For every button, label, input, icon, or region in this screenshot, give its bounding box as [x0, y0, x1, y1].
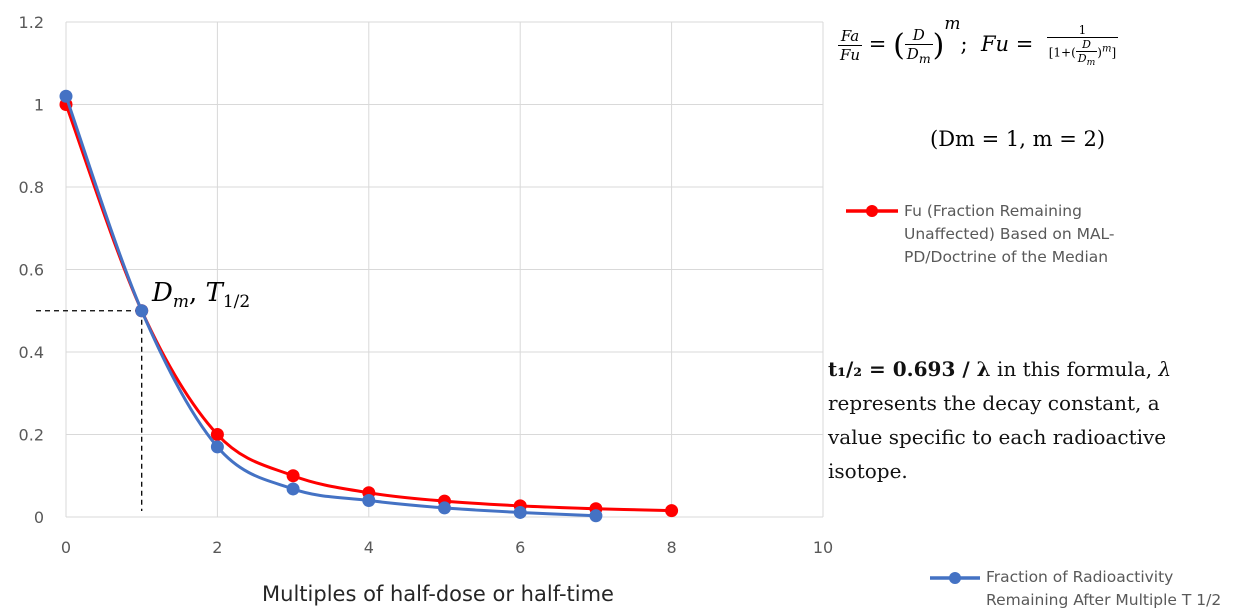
half-life-formula: t₁/₂ = 0.693 / λ	[828, 357, 991, 381]
legend-marker-fu	[846, 205, 898, 217]
eq-d: D	[904, 26, 933, 45]
x-tick-label: 10	[813, 538, 833, 557]
y-tick-label: 0	[34, 508, 44, 527]
eq-sep: ;	[960, 32, 968, 56]
eq-fa: Fa	[838, 27, 863, 46]
y-tick-label: 0.4	[19, 343, 44, 362]
data-point	[210, 428, 224, 441]
data-point	[135, 304, 149, 318]
reference-lines	[36, 310, 143, 511]
eq-one: 1	[1046, 23, 1119, 38]
eq-fu2: Fu	[980, 32, 1010, 56]
series-group	[59, 89, 679, 523]
data-point	[286, 469, 300, 483]
data-point	[59, 89, 73, 103]
grid	[65, 21, 824, 518]
data-point	[513, 505, 527, 519]
eq-dm-sub: m	[918, 50, 931, 66]
x-tick-label: 4	[364, 538, 374, 557]
x-tick-label: 8	[667, 538, 677, 557]
data-point	[589, 509, 603, 523]
legend-radioactivity: Fraction of Radioactivity Remaining Afte…	[986, 568, 1222, 609]
y-tick-label: 0.6	[19, 261, 44, 280]
y-tick-label: 0.8	[19, 178, 44, 197]
data-point	[210, 440, 224, 454]
data-point	[286, 482, 300, 496]
equation: Fa Fu = ( D Dm )m; Fu = 1 [1+(D Dm)m]	[838, 14, 1119, 69]
x-tick-label: 2	[212, 538, 222, 557]
y-tick-label: 1	[34, 96, 44, 115]
half-life-note: t₁/₂ = 0.693 / λ in this formula, λ repr…	[828, 357, 1172, 483]
eq-equals-2: =	[1015, 32, 1034, 56]
x-tick-label: 0	[61, 538, 71, 557]
dm-t-half-annotation: Dm, T1/2	[151, 278, 250, 312]
data-point	[438, 501, 451, 515]
legend-marker-radioactivity	[930, 572, 980, 584]
eq-equals: =	[868, 32, 887, 56]
y-tick-label: 0.2	[19, 426, 44, 445]
parameters: (Dm = 1, m = 2)	[930, 127, 1106, 151]
series-1	[59, 89, 603, 523]
x-axis-label: Multiples of half-dose or half-time	[262, 582, 614, 606]
legend-fu: Fu (Fraction Remaining Unaffected) Based…	[904, 202, 1115, 266]
data-point	[665, 504, 679, 518]
y-tick-label: 1.2	[19, 13, 44, 32]
eq-fu: Fu	[840, 46, 861, 64]
eq-dm: D	[906, 44, 919, 63]
tick-labels: 0 0.2 0.4 0.6 0.8 1 1.2 0 2 4 6 8 10	[19, 13, 834, 557]
eq-exp: m	[944, 14, 961, 34]
data-point	[362, 494, 376, 507]
x-tick-label: 6	[515, 538, 525, 557]
